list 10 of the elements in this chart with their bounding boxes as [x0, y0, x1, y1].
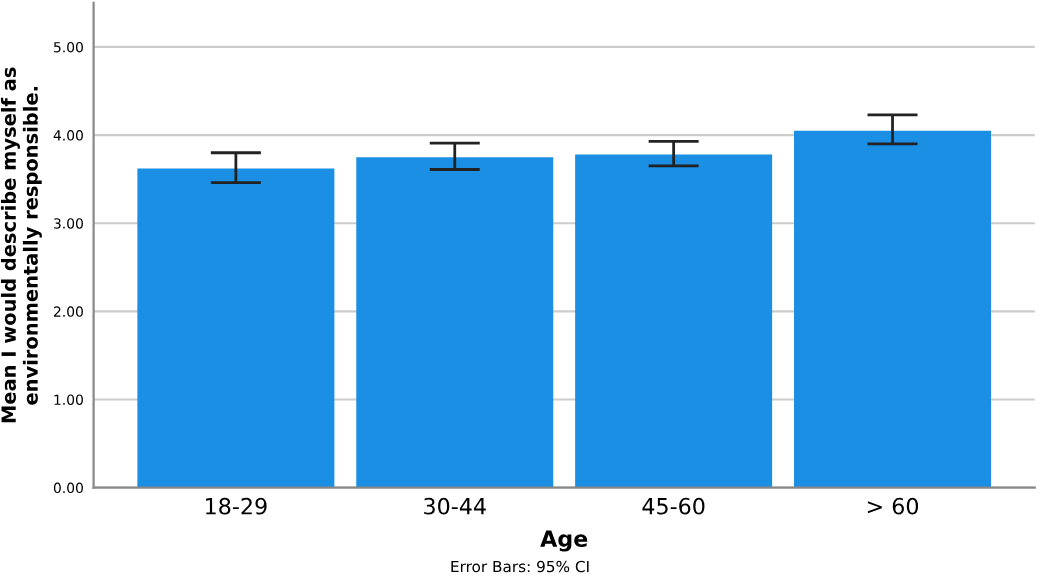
x-axis-title: Age [540, 530, 588, 552]
bar [575, 154, 773, 488]
x-tick-label: > 60 [867, 497, 919, 515]
y-axis-title: Mean I would describe myself as environmentally responsible. [0, 67, 42, 423]
x-tick-label: 30-44 [424, 497, 486, 515]
bar [356, 157, 554, 488]
x-tick-label: 18-29 [206, 497, 267, 515]
x-tick-label: 45-60 [642, 497, 705, 515]
bar [137, 168, 335, 488]
bar [794, 130, 992, 488]
